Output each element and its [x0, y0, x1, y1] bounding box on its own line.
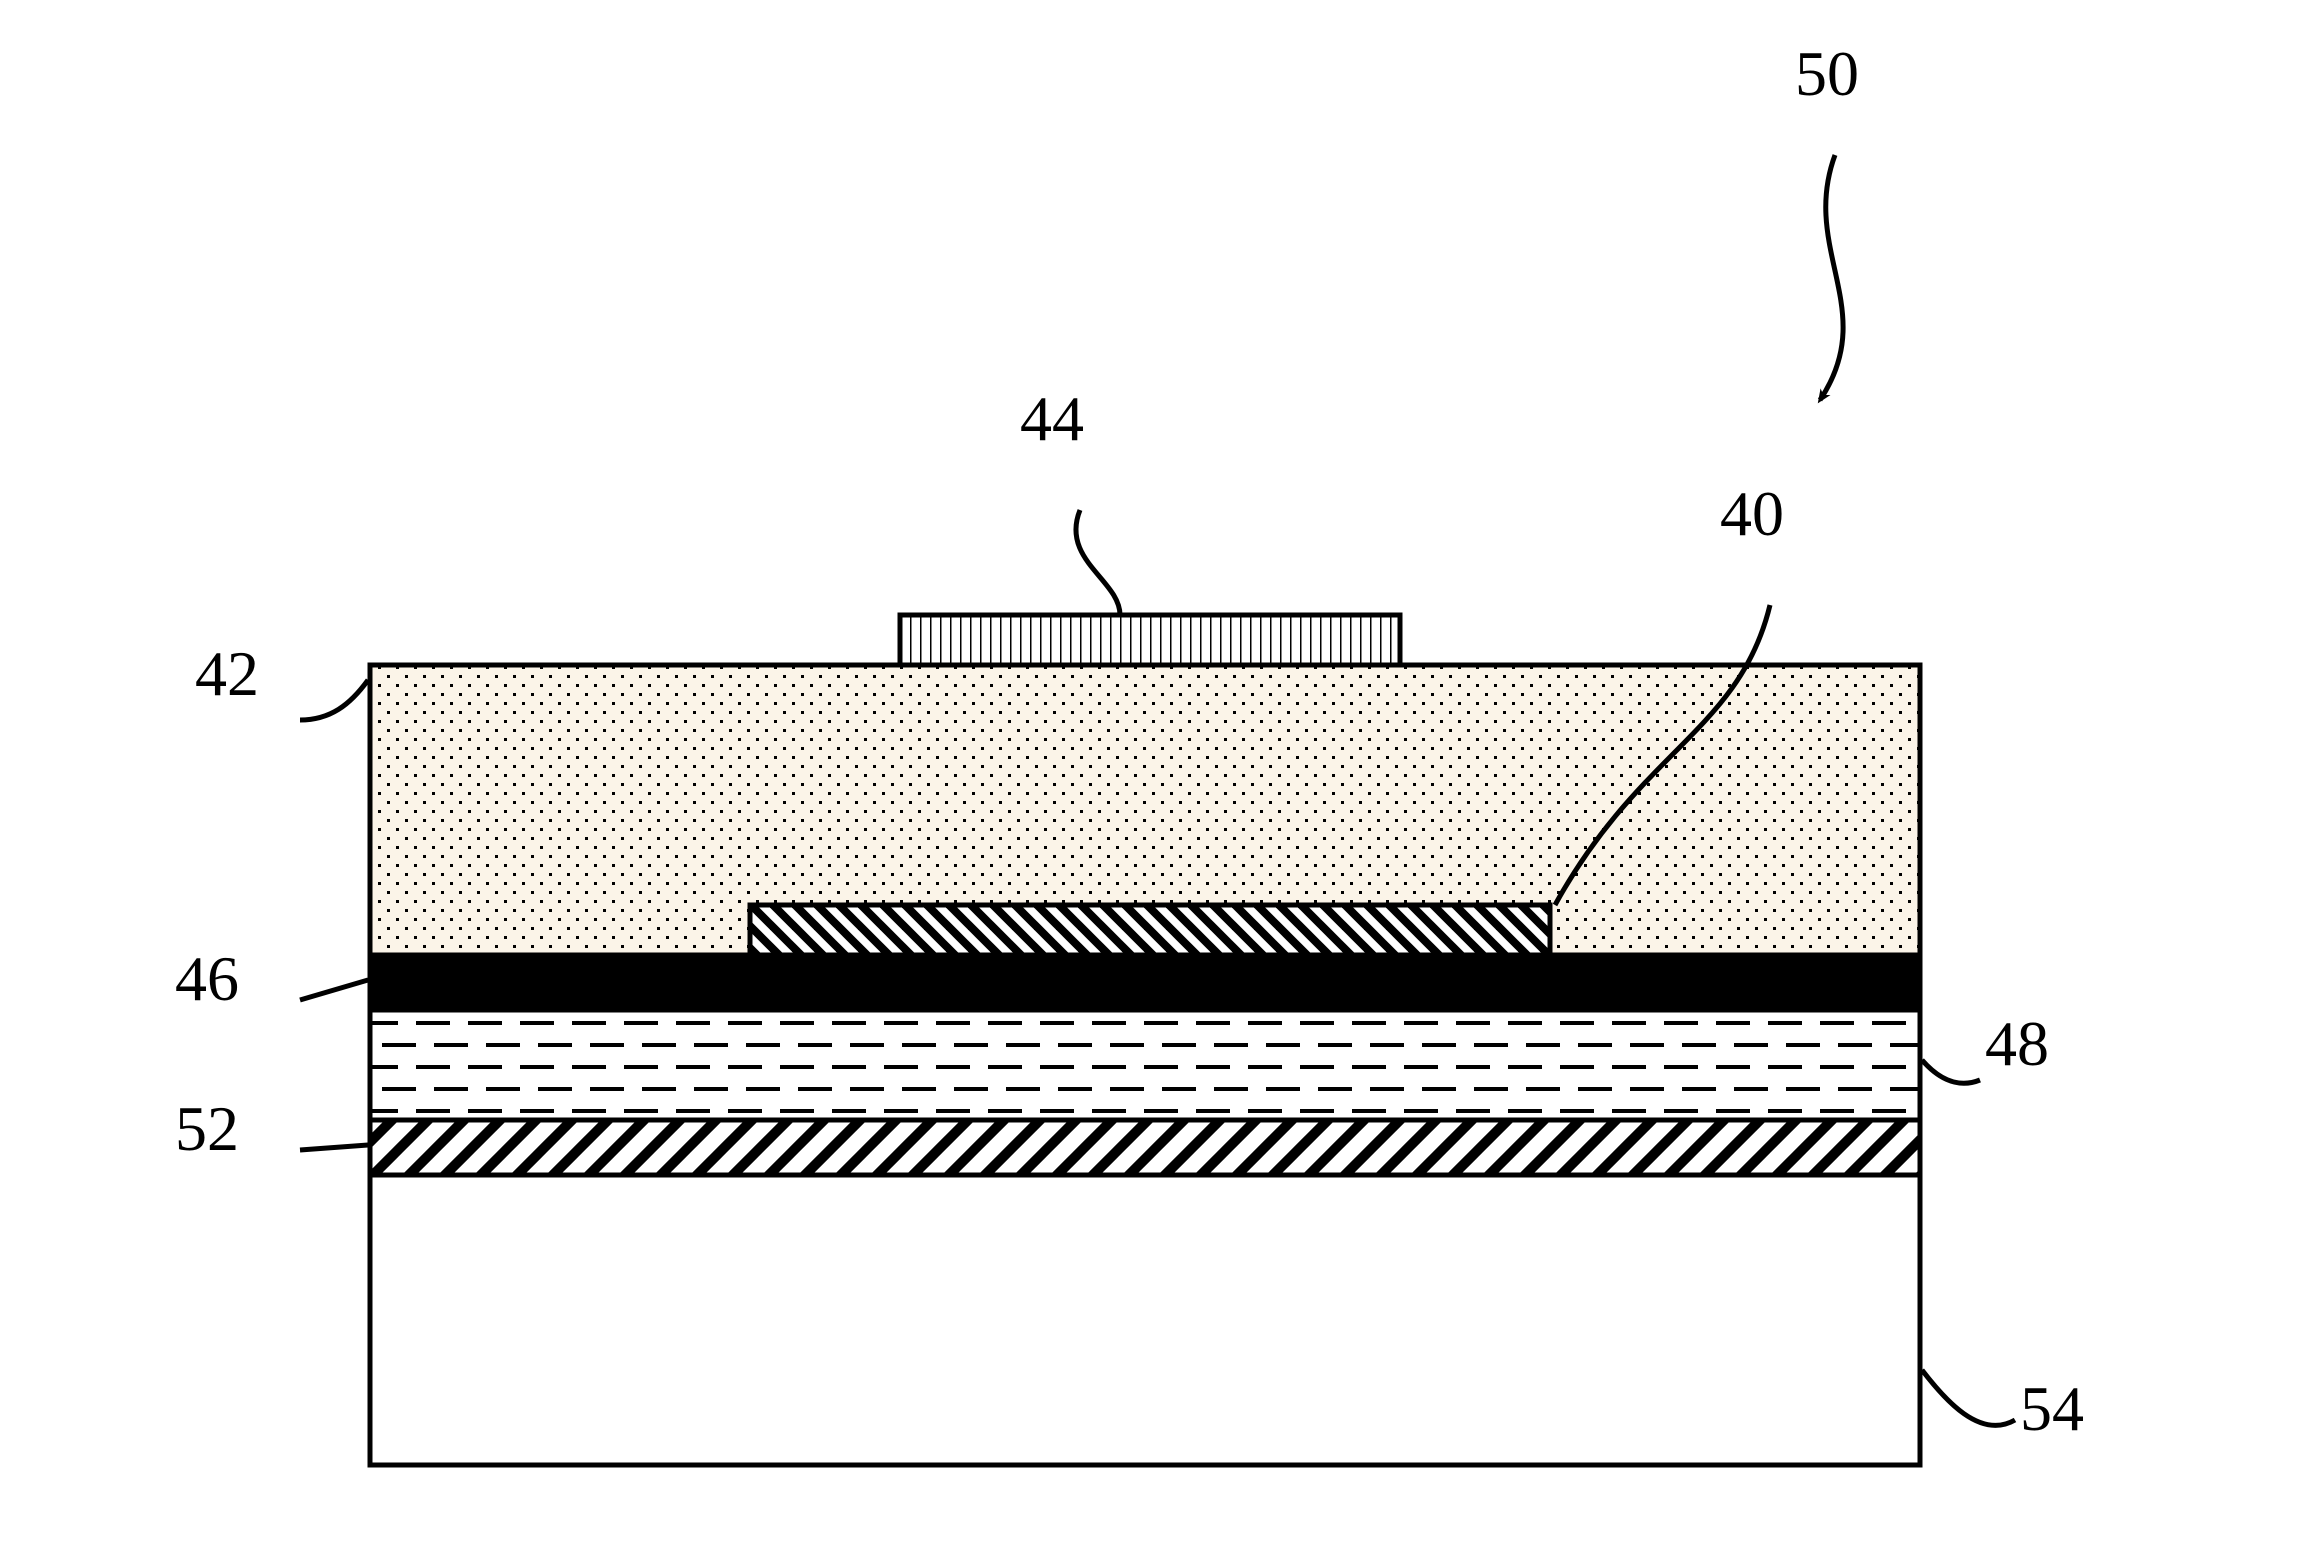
top-block-44	[900, 615, 1400, 665]
leader-44	[1076, 510, 1120, 615]
layer-substrate-54	[370, 1175, 1920, 1465]
label-50: 50	[1795, 38, 1859, 109]
layer-layer-48	[370, 1010, 1920, 1120]
label-42: 42	[195, 638, 259, 709]
leader-48	[1922, 1060, 1980, 1083]
layer-layer-46	[370, 955, 1920, 1010]
leader-50	[1820, 155, 1843, 400]
leader-52	[300, 1145, 368, 1150]
label-40: 40	[1720, 478, 1784, 549]
leader-42	[300, 680, 368, 720]
label-52: 52	[175, 1093, 239, 1164]
layer-layer-52	[370, 1120, 1920, 1175]
label-48: 48	[1985, 1008, 2049, 1079]
inner-layer-40	[750, 905, 1550, 955]
label-54: 54	[2020, 1373, 2084, 1444]
leader-46	[300, 980, 368, 1000]
label-44: 44	[1020, 383, 1084, 454]
label-46: 46	[175, 943, 239, 1014]
leader-54	[1922, 1370, 2015, 1425]
